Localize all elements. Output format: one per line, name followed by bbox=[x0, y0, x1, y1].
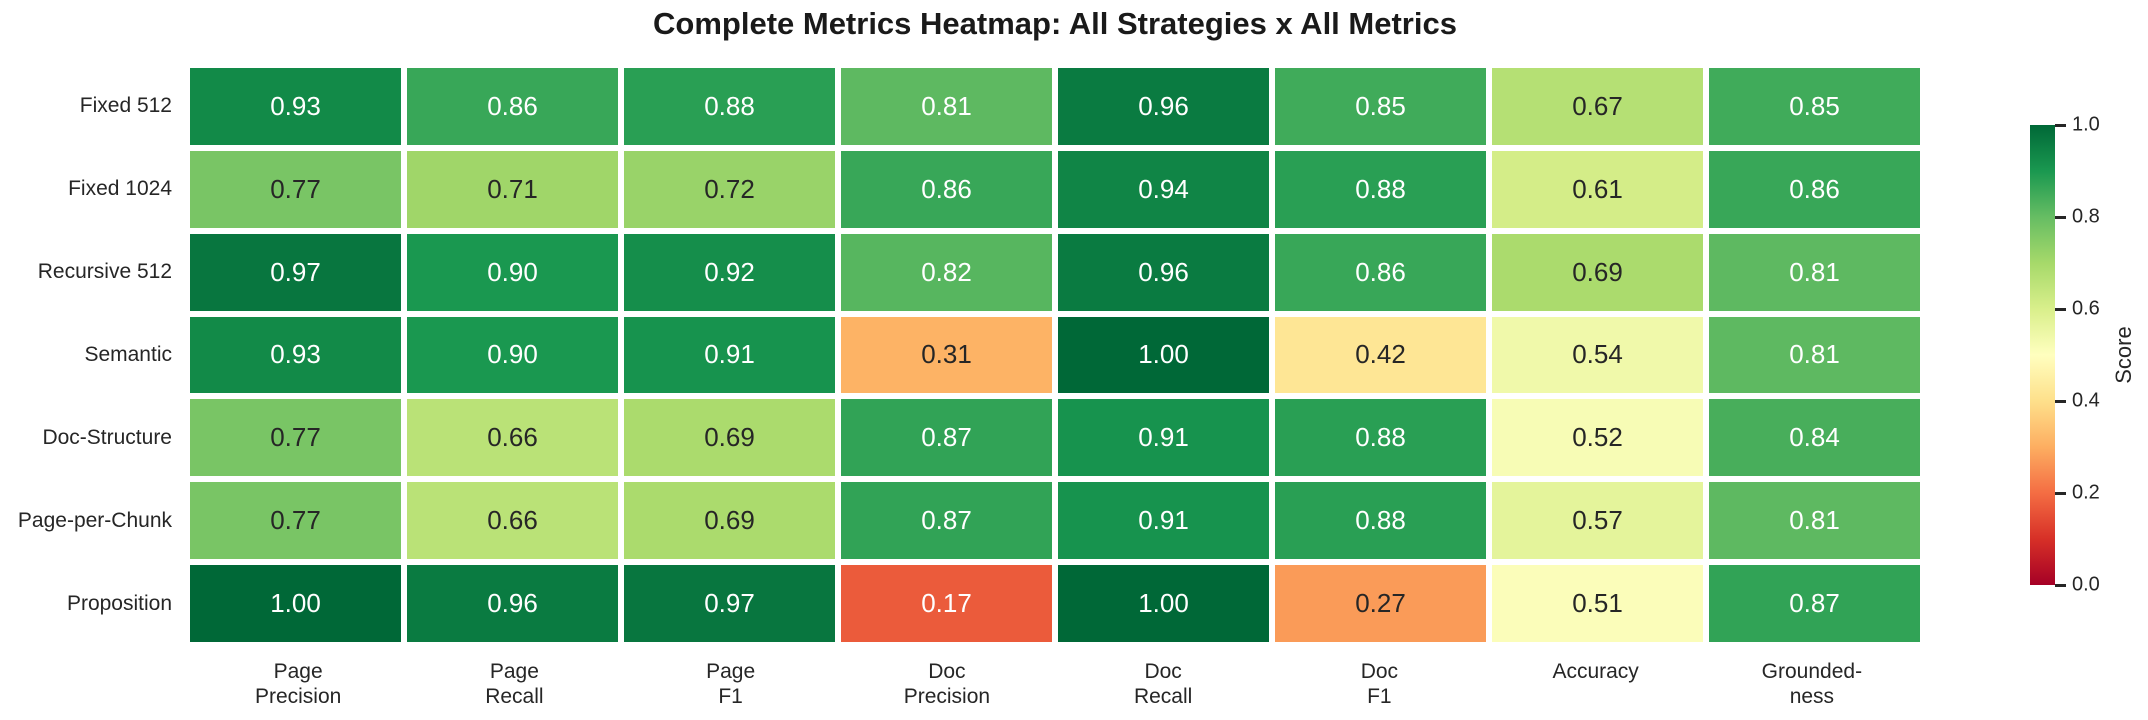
heatmap-cell: 0.81 bbox=[1709, 316, 1920, 394]
heatmap-cell: 0.87 bbox=[841, 482, 1052, 560]
heatmap-cell: 0.52 bbox=[1492, 399, 1703, 477]
heatmap-cell: 0.54 bbox=[1492, 316, 1703, 394]
heatmap-cell: 0.88 bbox=[1275, 150, 1486, 228]
heatmap-cell: 0.94 bbox=[1058, 150, 1269, 228]
heatmap-cell: 0.31 bbox=[841, 316, 1052, 394]
row-label: Semantic bbox=[84, 342, 172, 366]
heatmap-cell: 0.91 bbox=[1058, 482, 1269, 560]
column-label: Page Precision bbox=[254, 660, 342, 708]
heatmap-cell: 0.90 bbox=[407, 316, 618, 394]
colorbar-axis-label: Score bbox=[2111, 326, 2136, 384]
heatmap-cell: 0.67 bbox=[1492, 68, 1703, 145]
heatmap-cell: 0.91 bbox=[1058, 399, 1269, 477]
colorbar-tick-label: 0.4 bbox=[2072, 389, 2100, 412]
heatmap-cell: 0.96 bbox=[1058, 233, 1269, 311]
colorbar-tick-label: 1.0 bbox=[2072, 113, 2100, 136]
heatmap-cell: 0.66 bbox=[407, 399, 618, 477]
heatmap-cell: 0.66 bbox=[407, 482, 618, 560]
heatmap-cell: 0.69 bbox=[1492, 233, 1703, 311]
colorbar-tick-label: 0.2 bbox=[2072, 481, 2100, 504]
heatmap-cell: 0.87 bbox=[841, 399, 1052, 477]
colorbar-tick-mark bbox=[2055, 215, 2066, 219]
heatmap-cell: 0.77 bbox=[190, 399, 401, 477]
heatmap-cell: 0.86 bbox=[1709, 150, 1920, 228]
heatmap-cell: 0.81 bbox=[841, 68, 1052, 145]
heatmap-cell: 1.00 bbox=[1058, 316, 1269, 394]
row-label: Fixed 512 bbox=[79, 94, 172, 118]
row-label: Doc-Structure bbox=[42, 425, 172, 449]
colorbar-tick-label: 0.6 bbox=[2072, 297, 2100, 320]
heatmap-cell: 0.86 bbox=[841, 150, 1052, 228]
heatmap-cell: 0.69 bbox=[624, 399, 835, 477]
colorbar-tick-mark bbox=[2055, 583, 2066, 587]
heatmap-cell: 0.86 bbox=[1275, 233, 1486, 311]
heatmap-cell: 1.00 bbox=[1058, 565, 1269, 642]
column-label: Grounded- ness bbox=[1761, 660, 1863, 708]
x-axis-labels: Page Precision Page Recall Page F1 Doc Prec… bbox=[190, 659, 1920, 709]
heatmap-cell: 0.57 bbox=[1492, 482, 1703, 560]
heatmap-cell: 0.88 bbox=[1275, 399, 1486, 477]
colorbar-tick-label: 0.8 bbox=[2072, 205, 2100, 228]
heatmap-cell: 0.96 bbox=[407, 565, 618, 642]
row-label: Recursive 512 bbox=[37, 260, 172, 284]
heatmap-cell: 1.00 bbox=[190, 565, 401, 642]
heatmap-cell: 0.88 bbox=[1275, 482, 1486, 560]
heatmap-cell: 0.85 bbox=[1275, 68, 1486, 145]
heatmap-cell: 0.69 bbox=[624, 482, 835, 560]
chart-title: Complete Metrics Heatmap: All Strategies… bbox=[653, 6, 1457, 41]
heatmap-cell: 0.81 bbox=[1709, 233, 1920, 311]
heatmap-cell: 0.61 bbox=[1492, 150, 1703, 228]
heatmap-cell: 0.97 bbox=[190, 233, 401, 311]
heatmap-cell: 0.17 bbox=[841, 565, 1052, 642]
heatmap-grid: 0.93 0.86 0.88 0.81 0.96 0.85 0.67 0.85 0.77 0.71… bbox=[190, 68, 1920, 642]
y-axis-labels: Fixed 512 Fixed 1024 Recursive 512 Semantic… bbox=[0, 68, 172, 642]
column-label: Accuracy bbox=[1552, 660, 1639, 683]
heatmap-cell: 0.91 bbox=[624, 316, 835, 394]
heatmap-cell: 0.87 bbox=[1709, 565, 1920, 642]
heatmap-cell: 0.86 bbox=[407, 68, 618, 145]
column-label: Doc F1 bbox=[1360, 660, 1399, 708]
heatmap-cell: 0.92 bbox=[624, 233, 835, 311]
column-label: Page Recall bbox=[485, 660, 544, 708]
heatmap-cell: 0.77 bbox=[190, 150, 401, 228]
heatmap-cell: 0.93 bbox=[190, 68, 401, 145]
heatmap-cell: 0.27 bbox=[1275, 565, 1486, 642]
heatmap-cell: 0.90 bbox=[407, 233, 618, 311]
colorbar-tick-mark bbox=[2055, 123, 2066, 127]
heatmap-cell: 0.96 bbox=[1058, 68, 1269, 145]
heatmap-cell: 0.88 bbox=[624, 68, 835, 145]
heatmap-cell: 0.93 bbox=[190, 316, 401, 394]
heatmap-cell: 0.42 bbox=[1275, 316, 1486, 394]
heatmap-cell: 0.82 bbox=[841, 233, 1052, 311]
colorbar-tick-label: 0.0 bbox=[2072, 573, 2100, 596]
colorbar-tick-mark bbox=[2055, 399, 2066, 403]
heatmap-cell: 0.97 bbox=[624, 565, 835, 642]
colorbar-gradient bbox=[2030, 125, 2055, 585]
row-label: Proposition bbox=[66, 591, 172, 615]
heatmap-cell: 0.71 bbox=[407, 150, 618, 228]
colorbar-tick-mark bbox=[2055, 491, 2066, 495]
heatmap-cell: 0.51 bbox=[1492, 565, 1703, 642]
row-label: Page-per-Chunk bbox=[17, 508, 172, 532]
column-label: Doc Recall bbox=[1133, 660, 1193, 708]
heatmap-cell: 0.84 bbox=[1709, 399, 1920, 477]
heatmap-cell: 0.81 bbox=[1709, 482, 1920, 560]
row-label: Fixed 1024 bbox=[68, 177, 172, 201]
column-label: Page F1 bbox=[706, 660, 756, 708]
heatmap-cell: 0.77 bbox=[190, 482, 401, 560]
heatmap-cell: 0.85 bbox=[1709, 68, 1920, 145]
heatmap-cell: 0.72 bbox=[624, 150, 835, 228]
colorbar-tick-mark bbox=[2055, 307, 2066, 311]
column-label: Doc Precision bbox=[903, 660, 991, 708]
